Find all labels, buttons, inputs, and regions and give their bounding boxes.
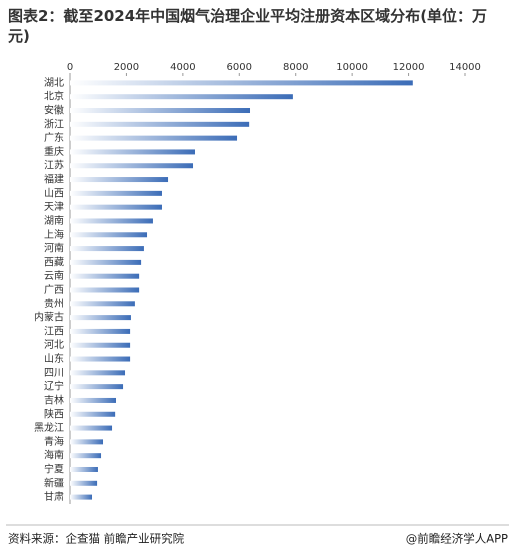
bar [70, 121, 250, 127]
y-tick-label: 海南 [44, 449, 64, 462]
y-tick-label: 河北 [44, 339, 64, 351]
y-tick-label: 宁夏 [44, 462, 64, 475]
bar [70, 204, 162, 210]
bar [70, 246, 144, 252]
y-tick-label: 山东 [44, 352, 64, 365]
credit: @前瞻经济学人APP [406, 532, 508, 546]
bar [70, 273, 140, 279]
bar [70, 94, 293, 100]
bar [70, 259, 142, 265]
bar [70, 218, 153, 224]
bar [70, 328, 131, 334]
y-tick-label: 辽宁 [44, 380, 64, 393]
bar [70, 397, 116, 403]
y-tick-label: 山西 [44, 187, 64, 199]
x-tick-label: 8000 [283, 62, 308, 73]
bar [70, 163, 194, 169]
bar [70, 108, 251, 114]
bar [70, 384, 124, 390]
y-tick-label: 重庆 [44, 145, 64, 158]
x-tick-label: 10000 [336, 62, 368, 73]
x-tick-label: 14000 [449, 62, 481, 73]
x-tick-label: 4000 [170, 62, 195, 73]
bar [70, 356, 131, 362]
bar [70, 190, 162, 196]
bar [70, 177, 169, 183]
y-tick-label: 内蒙古 [34, 311, 64, 324]
y-tick-label: 江西 [44, 325, 64, 337]
bar [70, 453, 102, 459]
y-tick-label: 安徽 [44, 104, 64, 117]
y-tick-label: 北京 [44, 90, 64, 103]
bar [70, 494, 93, 500]
bar [70, 480, 98, 486]
source: 资料来源：企查猫 前瞻产业研究院 [8, 532, 185, 546]
bar [70, 370, 126, 376]
y-tick-label: 云南 [44, 269, 64, 282]
y-tick-label: 甘肃 [44, 490, 64, 503]
y-tick-label: 西藏 [44, 256, 64, 268]
y-tick-label: 天津 [44, 201, 64, 213]
bar [70, 342, 131, 348]
y-tick-label: 上海 [44, 228, 64, 241]
y-tick-label: 广东 [44, 131, 64, 144]
bar [70, 466, 98, 472]
y-tick-label: 新疆 [44, 476, 64, 489]
bar [70, 135, 238, 141]
y-tick-label: 四川 [44, 368, 64, 379]
y-tick-label: 吉林 [44, 393, 64, 406]
y-tick-label: 青海 [44, 435, 64, 448]
bar [70, 80, 413, 86]
y-tick-label: 湖北 [44, 77, 64, 89]
x-tick-label: 12000 [393, 62, 425, 73]
bar [70, 232, 148, 238]
y-tick-label: 贵州 [44, 297, 64, 310]
x-tick-label: 6000 [227, 62, 252, 73]
bar [70, 315, 131, 321]
y-tick-label: 湖南 [44, 214, 64, 227]
chart-title: 图表2：截至2024年中国烟气治理企业平均注册资本区域分布(单位：万元) [8, 7, 488, 45]
y-tick-label: 广西 [44, 284, 64, 296]
bar [70, 439, 104, 445]
bar [70, 149, 195, 155]
bar [70, 287, 140, 293]
x-tick-label: 0 [67, 62, 73, 73]
y-tick-label: 江苏 [44, 159, 64, 172]
bar [70, 411, 116, 417]
bar [70, 425, 113, 431]
bar [70, 301, 135, 307]
y-tick-label: 黑龙江 [34, 421, 64, 434]
y-tick-label: 陕西 [44, 407, 64, 420]
y-tick-label: 福建 [44, 173, 64, 186]
y-tick-label: 浙江 [44, 118, 64, 130]
x-tick-label: 2000 [114, 62, 139, 73]
y-tick-label: 河南 [44, 242, 64, 255]
